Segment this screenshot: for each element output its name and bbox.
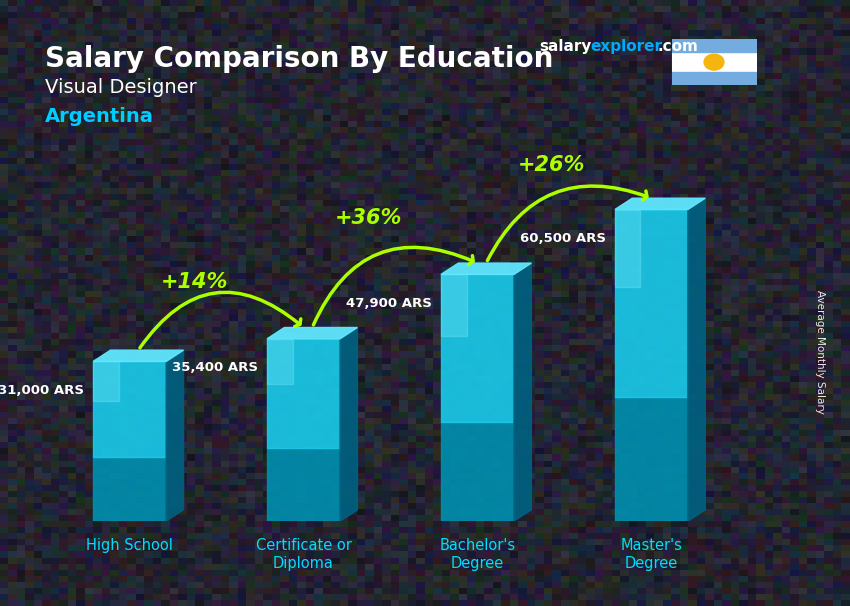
Bar bbox=[94, 361, 166, 458]
Polygon shape bbox=[166, 350, 184, 521]
Polygon shape bbox=[514, 263, 531, 521]
Text: Salary Comparison By Education: Salary Comparison By Education bbox=[45, 45, 553, 73]
Bar bbox=[94, 458, 166, 521]
Polygon shape bbox=[688, 198, 706, 521]
Polygon shape bbox=[94, 350, 184, 361]
Circle shape bbox=[704, 54, 724, 70]
Polygon shape bbox=[267, 327, 358, 339]
Bar bbox=[267, 448, 340, 521]
Bar bbox=[672, 72, 756, 85]
Text: +36%: +36% bbox=[335, 208, 402, 228]
Text: +14%: +14% bbox=[162, 272, 229, 292]
Bar bbox=[441, 275, 467, 336]
Polygon shape bbox=[615, 198, 706, 210]
Bar bbox=[441, 275, 514, 422]
Bar bbox=[267, 339, 292, 384]
Bar bbox=[441, 422, 514, 521]
Polygon shape bbox=[441, 263, 531, 275]
Bar bbox=[94, 361, 119, 401]
Text: 31,000 ARS: 31,000 ARS bbox=[0, 384, 84, 397]
Text: explorer: explorer bbox=[591, 39, 663, 55]
Text: 35,400 ARS: 35,400 ARS bbox=[173, 361, 258, 374]
Bar bbox=[615, 210, 640, 287]
Text: +26%: +26% bbox=[518, 155, 585, 175]
Text: 47,900 ARS: 47,900 ARS bbox=[346, 297, 433, 310]
Text: Argentina: Argentina bbox=[45, 107, 154, 126]
Bar bbox=[615, 396, 688, 521]
Text: .com: .com bbox=[657, 39, 698, 55]
Text: 60,500 ARS: 60,500 ARS bbox=[520, 232, 606, 245]
Text: Visual Designer: Visual Designer bbox=[45, 78, 197, 97]
Bar bbox=[267, 339, 340, 448]
Text: salary: salary bbox=[540, 39, 592, 55]
Polygon shape bbox=[340, 327, 358, 521]
Bar bbox=[615, 210, 688, 396]
Bar bbox=[672, 39, 756, 52]
Text: Average Monthly Salary: Average Monthly Salary bbox=[815, 290, 825, 413]
